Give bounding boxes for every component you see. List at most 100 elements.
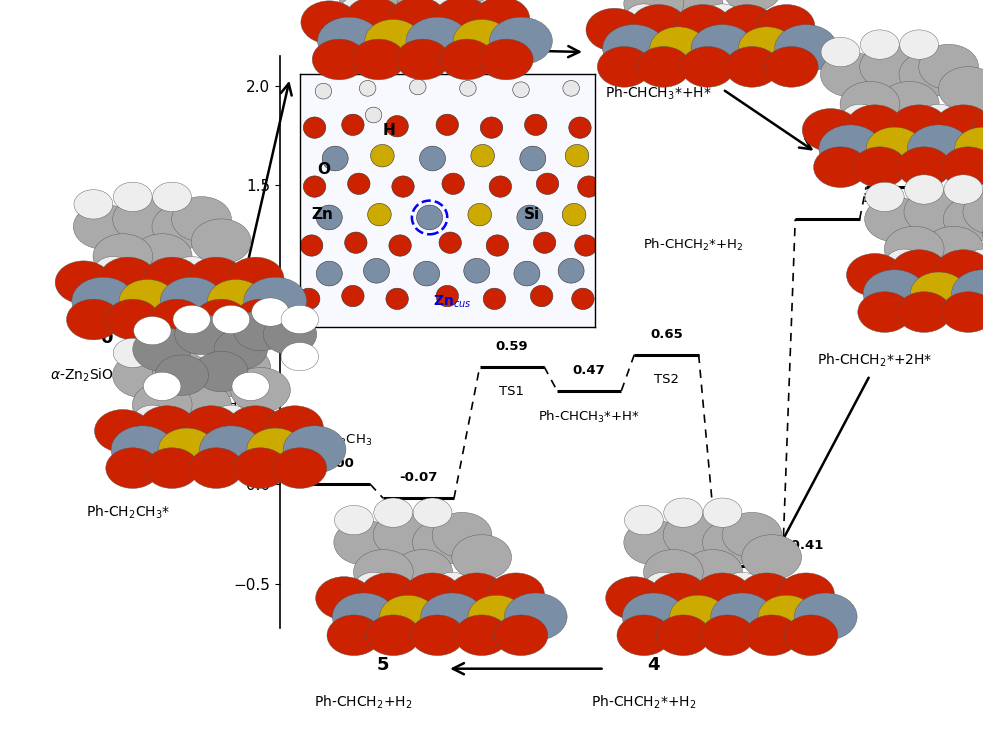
Circle shape — [442, 173, 464, 195]
Circle shape — [624, 0, 683, 26]
Circle shape — [794, 593, 857, 640]
Circle shape — [681, 47, 734, 87]
Circle shape — [232, 372, 269, 400]
Circle shape — [144, 257, 201, 300]
Circle shape — [368, 204, 391, 226]
Circle shape — [72, 277, 135, 325]
Circle shape — [488, 573, 545, 616]
Circle shape — [703, 520, 762, 565]
Circle shape — [99, 257, 156, 300]
Text: Zn$_{cus}$: Zn$_{cus}$ — [433, 293, 471, 310]
Circle shape — [183, 406, 240, 449]
Circle shape — [904, 175, 944, 204]
Circle shape — [417, 205, 442, 230]
Circle shape — [263, 314, 317, 354]
Circle shape — [617, 615, 670, 655]
Text: -0.41: -0.41 — [785, 539, 824, 552]
Circle shape — [413, 498, 452, 528]
Circle shape — [227, 406, 284, 449]
Text: 4: 4 — [648, 656, 660, 674]
Circle shape — [563, 80, 579, 96]
Circle shape — [119, 279, 176, 322]
Circle shape — [494, 615, 548, 655]
Circle shape — [318, 17, 380, 65]
Text: TS1: TS1 — [499, 385, 525, 398]
Circle shape — [944, 175, 983, 204]
Circle shape — [440, 39, 493, 80]
Circle shape — [448, 573, 505, 616]
Circle shape — [342, 114, 364, 135]
Circle shape — [266, 406, 323, 449]
Circle shape — [603, 25, 665, 72]
Circle shape — [113, 338, 152, 368]
Circle shape — [517, 205, 543, 230]
Circle shape — [386, 288, 408, 310]
Circle shape — [897, 292, 951, 332]
Circle shape — [694, 573, 751, 616]
Circle shape — [701, 615, 754, 655]
Circle shape — [234, 311, 287, 351]
Circle shape — [885, 227, 944, 271]
Circle shape — [711, 593, 774, 640]
Circle shape — [386, 116, 408, 137]
Circle shape — [345, 232, 367, 253]
Circle shape — [531, 285, 552, 307]
Circle shape — [745, 615, 798, 655]
Text: TS1: TS1 — [339, 41, 369, 56]
Circle shape — [410, 79, 426, 95]
Circle shape — [304, 176, 325, 197]
Circle shape — [360, 573, 417, 616]
Text: Ph-CH$_2$CH$_3$*: Ph-CH$_2$CH$_3$* — [86, 504, 170, 522]
Circle shape — [214, 329, 267, 369]
Circle shape — [664, 0, 723, 26]
Circle shape — [433, 513, 492, 557]
Circle shape — [365, 19, 422, 62]
Circle shape — [460, 80, 476, 96]
Circle shape — [534, 232, 555, 253]
Circle shape — [802, 108, 859, 152]
Circle shape — [979, 250, 983, 293]
Circle shape — [664, 498, 703, 528]
Text: Ph-CHCH$_3$*+H*: Ph-CHCH$_3$*+H* — [606, 84, 712, 102]
Circle shape — [758, 4, 815, 48]
Circle shape — [723, 572, 762, 602]
Circle shape — [371, 144, 394, 167]
Circle shape — [644, 572, 683, 602]
Circle shape — [703, 498, 742, 528]
Circle shape — [622, 593, 685, 640]
Circle shape — [420, 146, 445, 171]
Circle shape — [586, 8, 643, 51]
Circle shape — [354, 572, 393, 602]
Circle shape — [160, 277, 223, 325]
Circle shape — [725, 47, 779, 87]
Circle shape — [133, 327, 192, 372]
Circle shape — [891, 250, 948, 293]
Circle shape — [67, 299, 120, 340]
Circle shape — [954, 127, 983, 170]
Circle shape — [227, 257, 284, 300]
Circle shape — [880, 82, 939, 126]
Circle shape — [192, 219, 251, 264]
Circle shape — [899, 30, 939, 59]
Circle shape — [106, 299, 159, 340]
Circle shape — [234, 299, 287, 340]
Circle shape — [273, 448, 326, 488]
Circle shape — [133, 383, 192, 427]
Text: Ph-CH$_2$CH$_3$: Ph-CH$_2$CH$_3$ — [300, 432, 373, 449]
Circle shape — [352, 39, 405, 80]
Circle shape — [404, 573, 461, 616]
Circle shape — [664, 513, 723, 557]
Circle shape — [111, 426, 174, 473]
Circle shape — [192, 331, 231, 360]
Circle shape — [379, 595, 436, 638]
Text: Si: Si — [524, 207, 540, 222]
Circle shape — [298, 288, 319, 310]
Circle shape — [188, 257, 245, 300]
Circle shape — [885, 249, 924, 279]
Circle shape — [858, 292, 911, 332]
Circle shape — [490, 176, 511, 197]
Circle shape — [939, 67, 983, 111]
Circle shape — [158, 428, 215, 471]
Circle shape — [765, 47, 818, 87]
Circle shape — [190, 448, 243, 488]
